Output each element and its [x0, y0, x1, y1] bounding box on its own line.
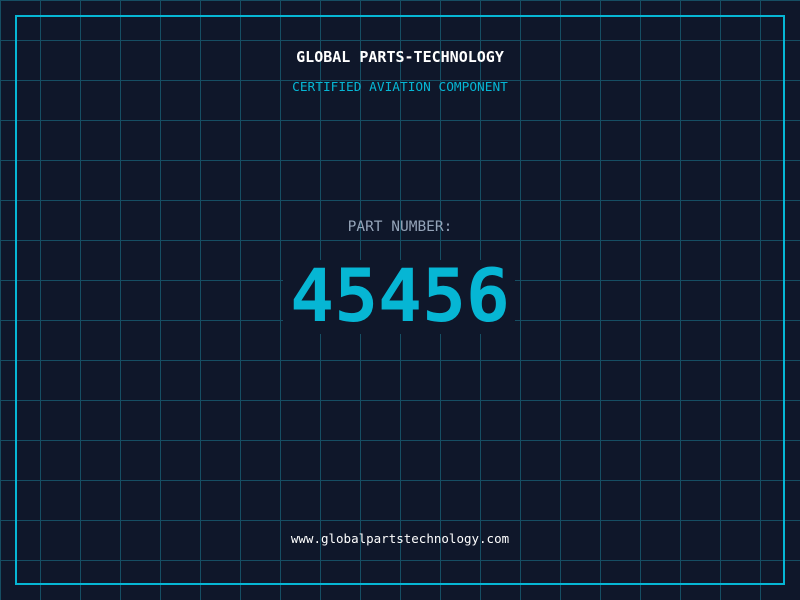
- border-frame: [15, 15, 785, 585]
- company-title: GLOBAL PARTS-TECHNOLOGY: [296, 48, 504, 66]
- part-number-backdrop: [283, 260, 515, 334]
- part-number-label: PART NUMBER:: [347, 219, 453, 235]
- part-number-value: 45456: [290, 254, 510, 339]
- certification-subtitle: CERTIFIED AVIATION COMPONENT: [292, 80, 508, 95]
- website-url: www.globalpartstechnology.com: [290, 531, 510, 546]
